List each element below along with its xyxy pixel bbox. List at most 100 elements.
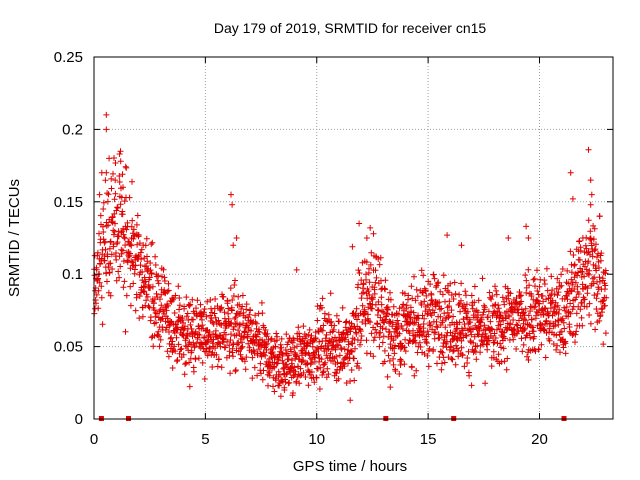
data-point [183, 294, 190, 301]
data-point [334, 359, 341, 366]
data-point [95, 275, 102, 282]
data-point [150, 343, 157, 350]
data-point [277, 393, 284, 400]
data-point [587, 320, 594, 327]
data-point [523, 223, 530, 230]
data-point [296, 380, 303, 387]
data-point [363, 259, 370, 266]
data-point [108, 185, 115, 192]
data-point [111, 210, 118, 217]
data-point [563, 304, 570, 310]
data-point [228, 331, 234, 338]
data-point [484, 341, 490, 348]
data-point [123, 226, 130, 233]
data-point [115, 268, 122, 275]
data-point [145, 303, 152, 310]
data-point [366, 292, 373, 298]
data-point [577, 265, 584, 272]
data-point [424, 302, 431, 309]
data-point [230, 242, 237, 249]
data-point [285, 352, 292, 359]
data-point [498, 358, 505, 365]
data-point [345, 341, 352, 348]
x-tick-label: 5 [201, 431, 209, 448]
data-point [522, 272, 529, 279]
data-point [225, 305, 232, 312]
data-point [571, 261, 578, 268]
data-point [260, 367, 267, 374]
data-point [262, 352, 269, 359]
data-point [239, 303, 246, 310]
data-point [428, 296, 435, 303]
data-point [382, 286, 389, 293]
data-point [526, 322, 533, 329]
data-point [122, 242, 129, 249]
data-point [435, 331, 442, 338]
data-point [264, 340, 271, 347]
data-point [363, 271, 369, 278]
data-point [325, 371, 332, 378]
data-point [377, 314, 384, 321]
data-point [522, 305, 529, 312]
data-point [320, 368, 327, 375]
data-point [403, 318, 410, 325]
data-point [146, 274, 153, 281]
data-point [308, 369, 315, 375]
data-point [102, 177, 109, 184]
data-point [577, 247, 584, 254]
data-point [577, 306, 584, 313]
data-point [564, 267, 571, 274]
data-point [557, 349, 563, 356]
data-point [212, 296, 219, 302]
data-point [386, 318, 393, 325]
data-point [490, 348, 497, 355]
data-point [218, 321, 225, 328]
data-point [177, 346, 184, 353]
data-point [120, 184, 126, 191]
data-point [555, 310, 562, 317]
data-point [534, 297, 541, 304]
data-point [432, 329, 439, 336]
data-point [357, 326, 364, 333]
data-point [428, 312, 435, 319]
data-point [174, 357, 181, 363]
data-point [586, 300, 593, 307]
data-point [570, 252, 577, 258]
data-point [399, 326, 406, 332]
data-point [369, 294, 376, 301]
data-point [182, 361, 189, 368]
data-point [290, 372, 297, 379]
data-point [437, 313, 444, 320]
data-point [484, 346, 491, 353]
data-point [343, 380, 350, 386]
data-point [401, 290, 408, 297]
data-point [561, 325, 568, 332]
data-point [200, 309, 207, 316]
data-point [598, 250, 605, 257]
data-point [138, 256, 145, 263]
data-point [211, 310, 218, 317]
data-point [165, 353, 172, 360]
data-point [584, 290, 591, 297]
data-point [127, 250, 133, 257]
data-point [389, 323, 396, 330]
data-point [477, 342, 484, 349]
data-point [406, 321, 413, 327]
data-point [163, 307, 170, 314]
data-point [471, 283, 478, 290]
data-point [349, 340, 356, 347]
data-point [271, 388, 278, 395]
data-point [349, 243, 356, 250]
data-point [404, 310, 411, 317]
data-point [113, 256, 120, 263]
data-point [471, 333, 478, 340]
data-point [554, 292, 561, 299]
data-point [206, 329, 213, 335]
data-point [313, 374, 320, 381]
data-point [385, 334, 392, 340]
data-point [398, 358, 405, 364]
data-point [147, 267, 154, 274]
data-point [107, 292, 114, 299]
data-point [149, 239, 156, 246]
data-point [308, 360, 315, 366]
